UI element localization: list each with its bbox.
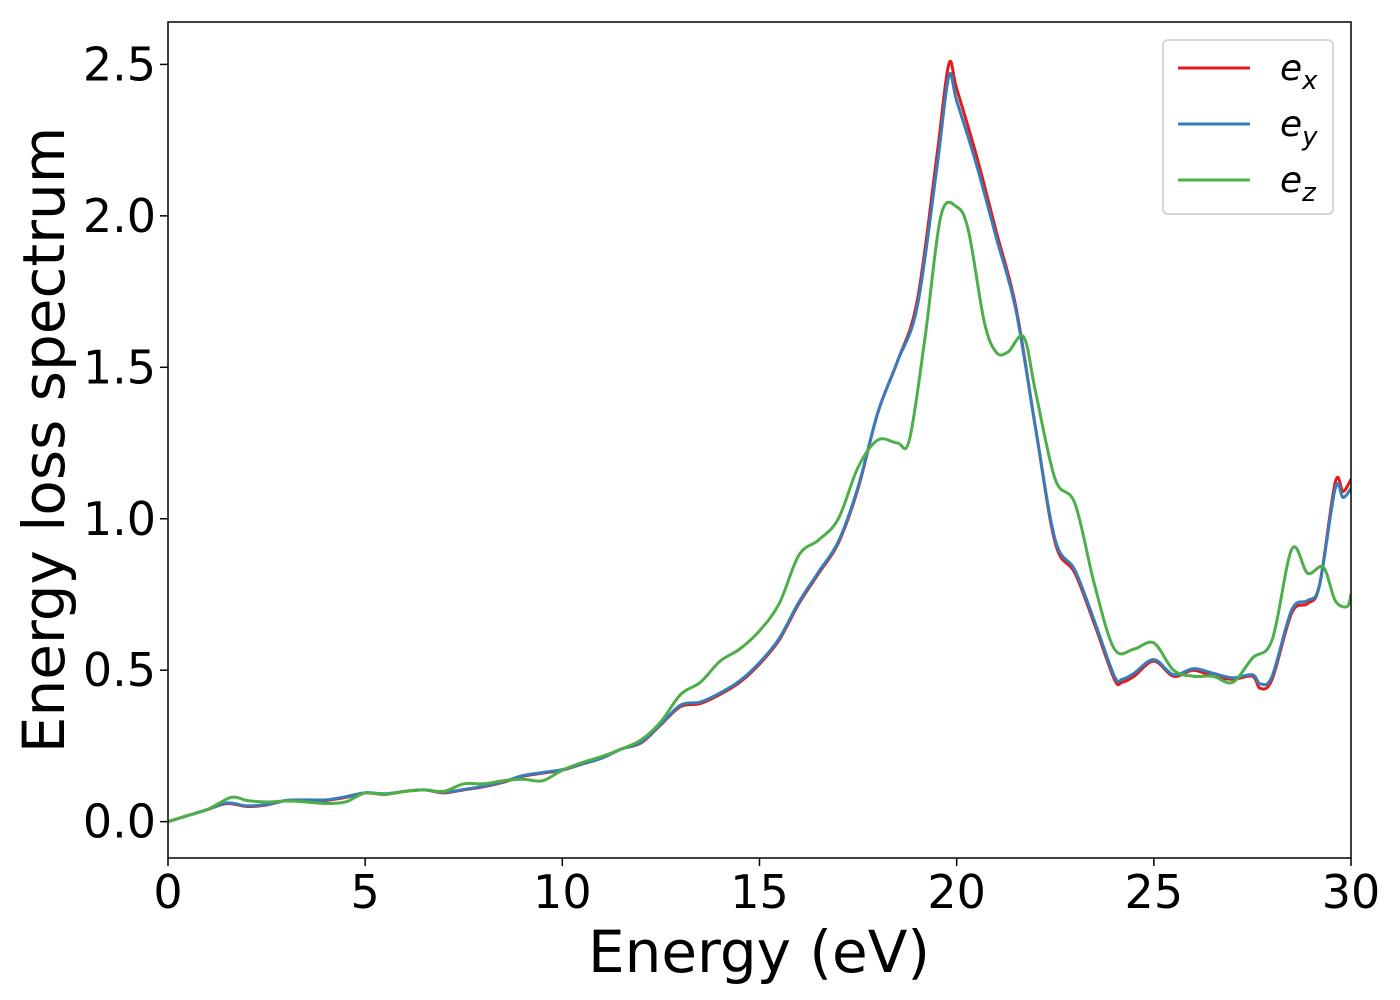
y-tick-label: 2.5 [83,37,156,91]
x-tick-label: 20 [927,865,986,919]
x-tick-label: 0 [153,865,182,919]
x-axis-label: Energy (eV) [588,918,930,986]
y-axis: 0.0 0.5 1.0 1.5 2.0 2.5 [83,37,168,849]
legend: ex ey ez [1162,39,1334,215]
y-tick-label: 2.0 [83,189,156,243]
x-tick-label: 15 [730,865,789,919]
series-layer [168,59,1351,824]
legend-frame [1162,39,1334,215]
x-tick-label: 30 [1322,865,1381,919]
x-axis: 0 5 10 15 20 25 30 [153,858,1380,919]
y-tick-label: 0.0 [83,795,156,849]
legend-label-x: ex [1280,48,1318,96]
series-line-z [168,200,1351,824]
legend-label-y: ey [1280,104,1318,152]
x-tick-label: 25 [1125,865,1184,919]
x-tick-label: 10 [533,865,592,919]
x-tick-label: 5 [351,865,380,919]
y-tick-label: 1.5 [83,340,156,394]
y-tick-label: 0.5 [83,643,156,697]
legend-label-z: ez [1280,160,1317,208]
y-axis-label: Energy loss spectrum [10,127,78,753]
y-tick-label: 1.0 [83,492,156,546]
